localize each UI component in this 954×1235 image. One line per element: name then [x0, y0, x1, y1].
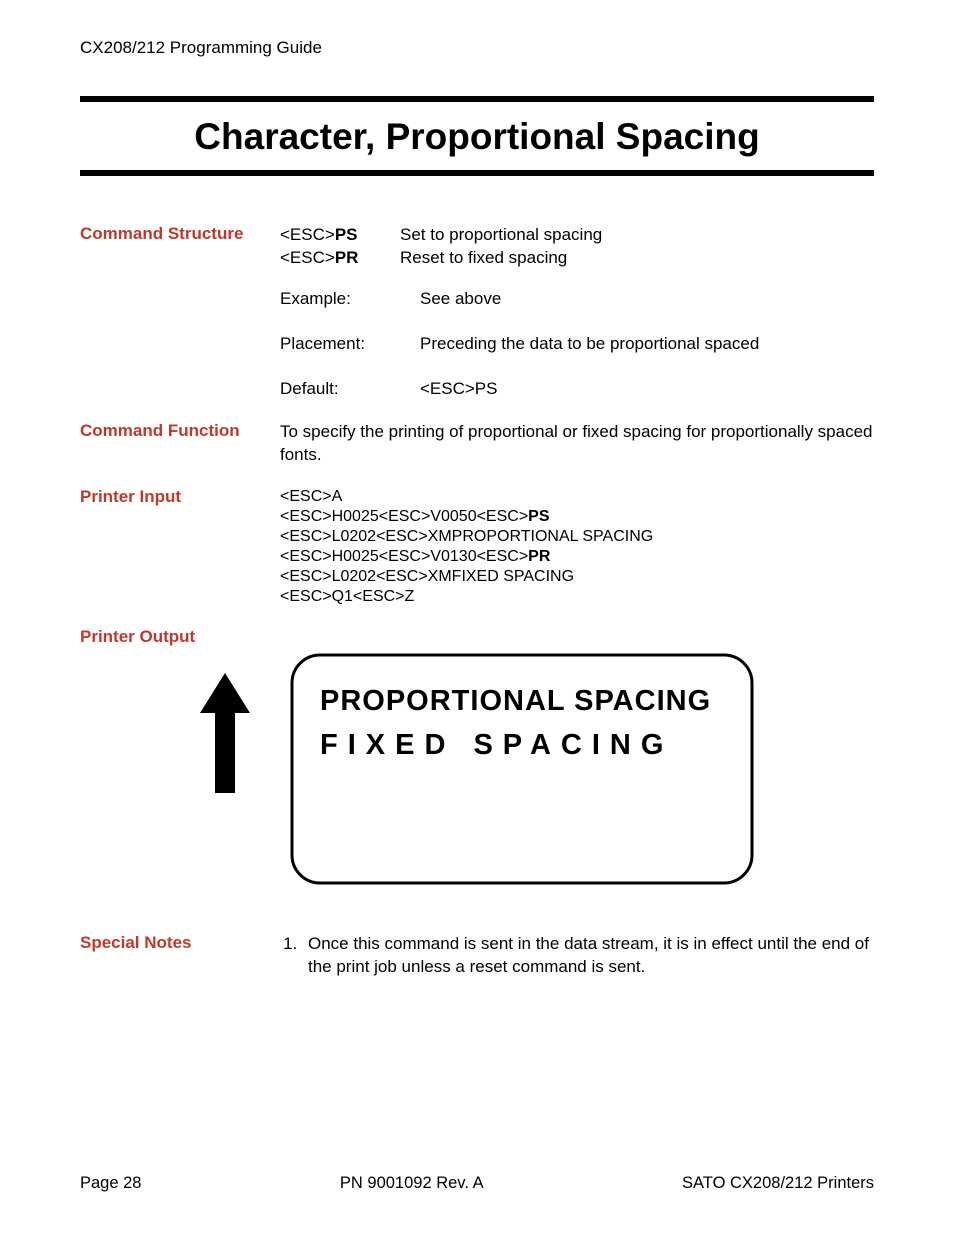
sub-label: Default: — [280, 378, 420, 401]
input-line: <ESC>L0202<ESC>XMPROPORTIONAL SPACING — [280, 527, 874, 547]
page: CX208/212 Programming Guide Character, P… — [0, 0, 954, 1235]
cmd-desc: Set to proportional spacing — [400, 224, 874, 247]
row-printer-output: Printer Output — [80, 627, 874, 647]
row-printer-input: Printer Input <ESC>A <ESC>H0025<ESC>V005… — [80, 487, 874, 607]
label-printer-input: Printer Input — [80, 487, 280, 507]
input-line: <ESC>H0025<ESC>V0130<ESC>PR — [280, 547, 874, 567]
input-pre: <ESC>L0202<ESC>XMFIXED SPACING — [280, 568, 574, 585]
body-printer-input: <ESC>A <ESC>H0025<ESC>V0050<ESC>PS <ESC>… — [280, 487, 874, 607]
doc-header: CX208/212 Programming Guide — [80, 38, 874, 58]
footer-center: PN 9001092 Rev. A — [340, 1174, 484, 1193]
cmd-code-row: <ESC>PS — [280, 224, 400, 247]
footer-right: SATO CX208/212 Printers — [682, 1174, 874, 1193]
row-command-function: Command Function To specify the printing… — [80, 421, 874, 467]
cmd-bold: PR — [335, 248, 359, 267]
output-text-proportional: PROPORTIONAL SPACING — [320, 685, 711, 718]
sub-row-example: Example: See above — [280, 288, 874, 311]
input-pre: <ESC>A — [280, 488, 342, 505]
notes-list: Once this command is sent in the data st… — [280, 933, 874, 979]
label-printer-output: Printer Output — [80, 627, 280, 647]
sub-label: Placement: — [280, 333, 420, 356]
input-bold: PR — [528, 548, 550, 565]
footer-left: Page 28 — [80, 1174, 141, 1193]
body-command-structure: <ESC>PS <ESC>PR Set to proportional spac… — [280, 224, 874, 401]
cmd-codes: <ESC>PS <ESC>PR — [280, 224, 400, 270]
input-line: <ESC>H0025<ESC>V0050<ESC>PS — [280, 507, 874, 527]
cmd-bold: PS — [335, 225, 358, 244]
input-pre: <ESC>Q1<ESC>Z — [280, 588, 414, 605]
sub-value: <ESC>PS — [420, 378, 874, 401]
input-pre: <ESC>L0202<ESC>XMPROPORTIONAL SPACING — [280, 528, 653, 545]
sub-row-placement: Placement: Preceding the data to be prop… — [280, 333, 874, 356]
input-line: <ESC>Q1<ESC>Z — [280, 587, 874, 607]
cmd-descs: Set to proportional spacing Reset to fix… — [400, 224, 874, 270]
cmd-code-row: <ESC>PR — [280, 247, 400, 270]
input-line: <ESC>L0202<ESC>XMFIXED SPACING — [280, 567, 874, 587]
row-special-notes: Special Notes Once this command is sent … — [80, 933, 874, 979]
up-arrow-icon — [200, 673, 250, 803]
sub-row-default: Default: <ESC>PS — [280, 378, 874, 401]
output-text-fixed: FIXED SPACING — [320, 729, 673, 762]
row-command-structure: Command Structure <ESC>PS <ESC>PR Set to… — [80, 224, 874, 401]
input-pre: <ESC>H0025<ESC>V0050<ESC> — [280, 508, 528, 525]
top-rule — [80, 96, 874, 102]
cmd-table: <ESC>PS <ESC>PR Set to proportional spac… — [280, 224, 874, 270]
content: Command Structure <ESC>PS <ESC>PR Set to… — [80, 224, 874, 978]
label-command-structure: Command Structure — [80, 224, 280, 244]
cmd-desc: Reset to fixed spacing — [400, 247, 874, 270]
label-command-function: Command Function — [80, 421, 280, 441]
input-pre: <ESC>H0025<ESC>V0130<ESC> — [280, 548, 528, 565]
note-item: Once this command is sent in the data st… — [302, 933, 874, 979]
printer-output-area: PROPORTIONAL SPACING FIXED SPACING — [200, 653, 874, 903]
sub-label: Example: — [280, 288, 420, 311]
input-line: <ESC>A — [280, 487, 874, 507]
page-title: Character, Proportional Spacing — [80, 116, 874, 158]
body-command-function: To specify the printing of proportional … — [280, 421, 874, 467]
footer: Page 28 PN 9001092 Rev. A SATO CX208/212… — [80, 1174, 874, 1193]
input-bold: PS — [528, 508, 549, 525]
cmd-prefix: <ESC> — [280, 225, 335, 244]
sub-value: Preceding the data to be proportional sp… — [420, 333, 874, 356]
bottom-rule — [80, 170, 874, 176]
label-special-notes: Special Notes — [80, 933, 280, 953]
body-special-notes: Once this command is sent in the data st… — [280, 933, 874, 979]
sub-value: See above — [420, 288, 874, 311]
cmd-prefix: <ESC> — [280, 248, 335, 267]
